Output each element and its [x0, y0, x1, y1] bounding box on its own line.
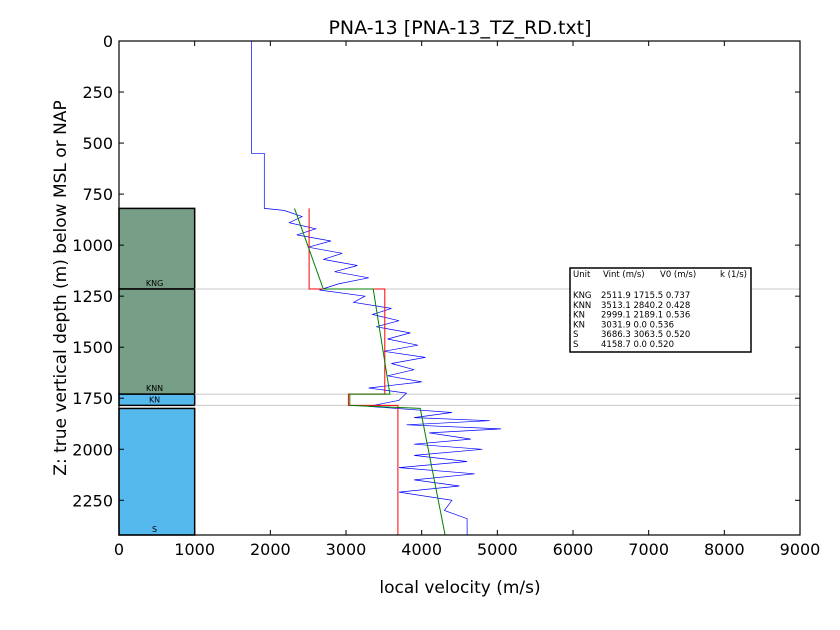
x-tick-label: 3000 — [326, 540, 367, 559]
series-measured — [251, 41, 502, 535]
table-row: KNG — [573, 291, 592, 301]
unit-table-box — [569, 267, 752, 353]
x-tick-label: 6000 — [553, 540, 594, 559]
table-row: KNN — [573, 301, 591, 311]
y-axis-ticks: 0 250 500 750 1000 1250 1500 1750 2000 2250 — [72, 32, 800, 510]
y-tick-label: 1250 — [72, 287, 113, 306]
y-tick-label: 2250 — [72, 491, 113, 510]
unit-label-kn-2: KN — [149, 395, 160, 404]
unit-block-kng-0 — [118, 207, 196, 290]
unit-label-knn-1: KNN — [146, 384, 163, 393]
y-tick-label: 500 — [82, 134, 113, 153]
x-tick-label: 5000 — [477, 540, 518, 559]
x-tick-label: 7000 — [628, 540, 669, 559]
unit-block-knn-1 — [118, 288, 196, 395]
x-tick-label: 2000 — [250, 540, 291, 559]
unit-table: Unit Vint (m/s) V0 (m/s) k (1/s) KNG 2511.9 1… — [569, 267, 752, 353]
table-row-values: 3686.3 3063.5 0.520 — [601, 330, 690, 340]
plot-frame — [118, 40, 801, 536]
table-row-values: 2999.1 2189.1 0.536 — [601, 311, 690, 321]
stratigraphic-units: KNG KNN KN S — [118, 207, 196, 536]
chart-title: PNA-13 [PNA-13_TZ_RD.txt] — [328, 17, 591, 39]
y-tick-label: 2000 — [72, 440, 113, 459]
unit-label-s-3: S — [152, 525, 157, 534]
y-tick-label: 1000 — [72, 236, 113, 255]
table-row: S — [573, 340, 578, 350]
y-tick-label: 0 — [103, 32, 113, 51]
table-row: KN — [573, 311, 585, 321]
x-axis-ticks: 0 1000 2000 3000 4000 5000 6000 7000 8000 9000 — [114, 41, 820, 559]
x-axis-title: local velocity (m/s) — [379, 578, 540, 598]
x-tick-label: 1000 — [174, 540, 215, 559]
x-tick-label: 0 — [114, 540, 124, 559]
table-header-1: Vint (m/s) — [603, 270, 645, 280]
table-header-3: k (1/s) — [720, 270, 747, 280]
table-row-values: 3513.1 2840.2 0.428 — [601, 301, 690, 311]
table-header-2: V0 (m/s) — [660, 270, 696, 280]
unit-block-s-3 — [118, 407, 196, 536]
table-row-values: 2511.9 1715.5 0.737 — [601, 291, 690, 301]
x-tick-label: 8000 — [704, 540, 745, 559]
y-tick-label: 1750 — [72, 389, 113, 408]
table-row: KN — [573, 320, 585, 330]
y-tick-label: 750 — [82, 185, 113, 204]
y-axis-title: Z: true vertical depth (m) below MSL or … — [51, 100, 71, 475]
table-row: S — [573, 330, 578, 340]
velocity-series — [251, 41, 502, 536]
series-interval — [308, 208, 399, 535]
x-tick-label: 4000 — [401, 540, 442, 559]
y-tick-label: 1500 — [72, 338, 113, 357]
x-tick-label: 9000 — [780, 540, 821, 559]
table-header-0: Unit — [573, 270, 591, 280]
unit-label-kng-0: KNG — [146, 279, 163, 288]
table-row-values: 4158.7 0.0 0.520 — [601, 340, 674, 350]
table-row-values: 3031.9 0.0 0.536 — [601, 320, 674, 330]
y-tick-label: 250 — [82, 83, 113, 102]
series-linear-fit — [294, 208, 446, 536]
